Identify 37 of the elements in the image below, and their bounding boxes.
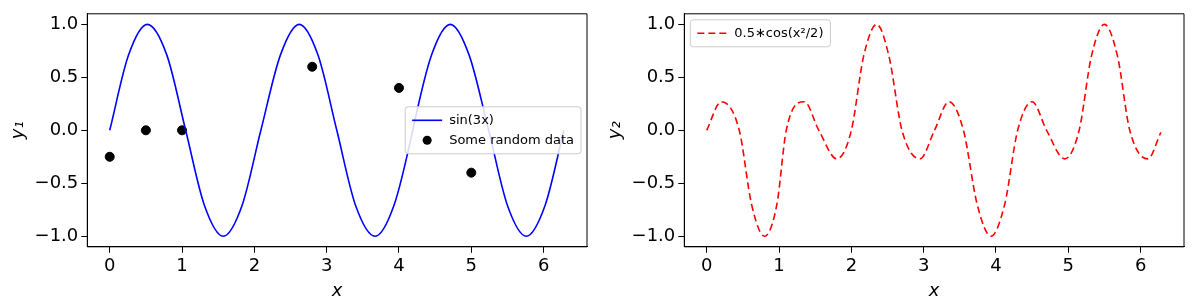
x-tick-label: 6	[1134, 254, 1147, 276]
y-axis-title: y₁	[6, 121, 28, 141]
y-tick-label: −0.5	[34, 170, 79, 192]
y-tick-label: 0.0	[646, 117, 676, 139]
x-tick-label: 1	[773, 254, 785, 276]
y-axis-title: y₂	[603, 121, 625, 141]
point	[104, 151, 115, 162]
y-tick-label: 0.5	[49, 65, 79, 87]
x-tick-label: 3	[917, 254, 930, 276]
x-tick-label: 6	[537, 254, 550, 276]
x-tick-label: 5	[1062, 254, 1075, 276]
y-tick-label: 0.5	[646, 65, 676, 87]
point	[466, 167, 477, 178]
y-tick-label: −1.0	[631, 223, 676, 245]
x-axis-title: x	[927, 278, 940, 300]
legend-label: sin(3x)	[449, 111, 494, 127]
y-tick-label: 0.0	[49, 117, 79, 139]
point	[307, 61, 318, 72]
legend-label: Some random data	[449, 131, 575, 147]
legend-label: 0.5∗cos(x²/2)	[734, 24, 824, 40]
x-tick-label: 2	[248, 254, 261, 276]
x-tick-label: 1	[176, 254, 188, 276]
x-tick-label: 4	[990, 254, 1002, 276]
y-tick-label: 1.0	[49, 12, 79, 34]
x-tick-label: 0	[104, 254, 116, 276]
x-tick-label: 4	[393, 254, 405, 276]
point	[393, 82, 404, 93]
x-tick-label: 2	[845, 254, 858, 276]
y-tick-label: −1.0	[34, 223, 79, 245]
x-axis-title: x	[330, 278, 343, 300]
y-tick-label: 1.0	[646, 12, 676, 34]
y-tick-label: −0.5	[631, 170, 676, 192]
x-tick-label: 0	[701, 254, 713, 276]
x-tick-label: 3	[320, 254, 333, 276]
x-tick-label: 5	[465, 254, 478, 276]
point	[140, 125, 151, 136]
line-series	[705, 23, 1162, 238]
